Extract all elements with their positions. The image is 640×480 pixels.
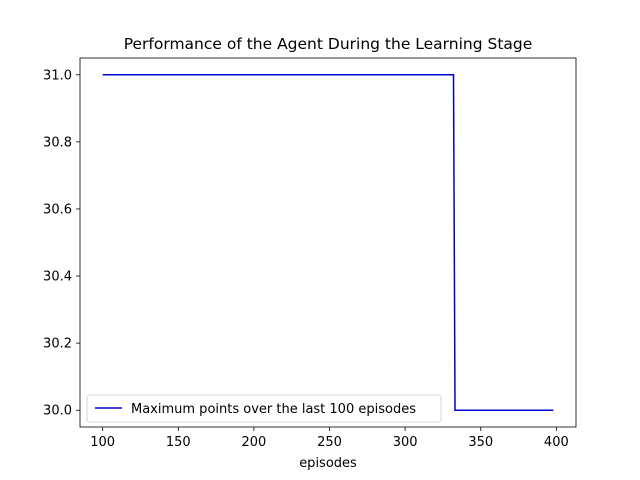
chart-title: Performance of the Agent During the Lear…: [124, 35, 533, 53]
axes-frame: [79, 57, 577, 428]
plot-area: 100 150 200 250 300 350 400 30.030.230.430.630…: [43, 57, 577, 450]
y-axis-ticks: 30.0 30.2 30.4 30.6 30.8 31.0: [43, 68, 80, 419]
x-axis-label: episodes: [299, 456, 357, 471]
legend-box: [86, 394, 442, 423]
legend: Maximum points over the last 100 episode…: [86, 394, 442, 423]
legend-entry-label: Maximum points over the last 100 episode…: [131, 402, 416, 417]
x-tick-label: 250: [317, 435, 342, 450]
y-tick-label: 31.0: [43, 68, 72, 83]
y-tick-label: 30.4: [43, 270, 72, 285]
y-tick-label: 30.6: [43, 202, 72, 217]
x-tick-label: 200: [241, 435, 266, 450]
y-tick-label: 30.2: [43, 337, 72, 352]
x-tick-label: 350: [468, 435, 493, 450]
series-line-0: [102, 74, 554, 411]
x-tick-label: 100: [90, 435, 115, 450]
x-axis-ticks: 100 150 200 250 300 350 400: [90, 427, 569, 450]
x-tick-label: 150: [166, 435, 191, 450]
series-layer: [102, 74, 554, 411]
x-tick-label: 300: [393, 435, 418, 450]
x-tick-label: 400: [544, 435, 569, 450]
y-tick-label: 30.0: [43, 404, 72, 419]
y-tick-label: 30.8: [43, 135, 72, 150]
